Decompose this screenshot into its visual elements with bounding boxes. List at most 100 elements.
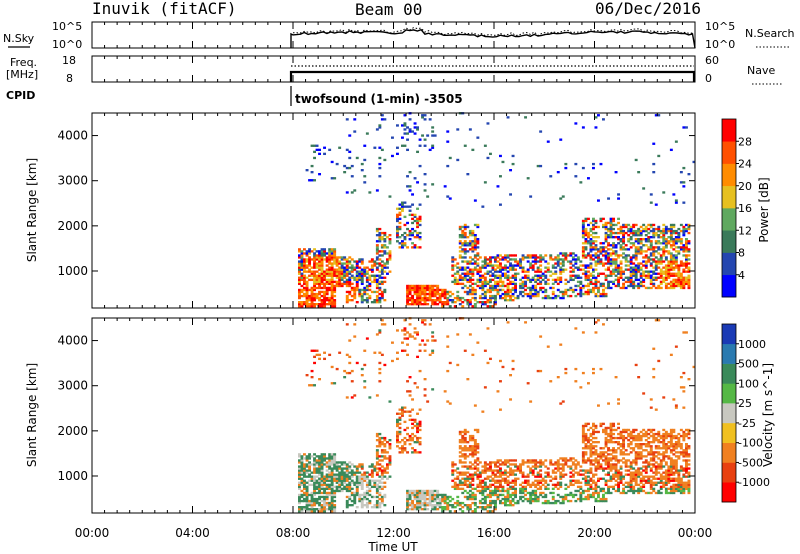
echo-cell bbox=[484, 467, 487, 469]
echo-cell bbox=[424, 189, 427, 191]
echo-cell bbox=[617, 472, 620, 474]
echo-cell bbox=[306, 490, 309, 492]
echo-cell bbox=[602, 242, 605, 244]
echo-cell bbox=[564, 488, 567, 490]
echo-cell bbox=[600, 242, 603, 244]
echo-cell bbox=[552, 492, 555, 494]
echo-cell bbox=[376, 234, 379, 236]
echo-cell bbox=[426, 134, 429, 136]
echo-cell bbox=[373, 301, 376, 303]
echo-cell bbox=[562, 291, 565, 293]
echo-cell bbox=[318, 291, 321, 293]
echo-cell bbox=[338, 467, 341, 469]
echo-cell bbox=[316, 303, 319, 305]
echo-cell bbox=[383, 494, 386, 496]
echo-cell bbox=[529, 256, 532, 258]
echo-cell bbox=[346, 297, 349, 299]
echo-cell bbox=[348, 496, 351, 498]
echo-cell bbox=[640, 486, 643, 488]
echo-cell bbox=[507, 459, 510, 461]
echo-cell bbox=[592, 242, 595, 244]
echo-cell bbox=[504, 498, 507, 500]
echo-cell bbox=[534, 465, 537, 467]
echo-cell bbox=[361, 502, 364, 504]
echo-cell bbox=[323, 283, 326, 285]
echo-cell bbox=[316, 472, 319, 474]
echo-cell bbox=[356, 467, 359, 469]
echo-cell bbox=[419, 224, 422, 226]
echo-cell bbox=[298, 459, 301, 461]
echo-cell bbox=[326, 463, 329, 465]
echo-cell bbox=[597, 496, 600, 498]
echo-cell bbox=[640, 283, 643, 285]
echo-cell bbox=[476, 447, 479, 449]
echo-cell bbox=[401, 413, 404, 415]
echo-cell bbox=[497, 490, 500, 492]
echo-cell bbox=[640, 230, 643, 232]
echo-cell bbox=[497, 256, 500, 258]
echo-cell bbox=[378, 494, 381, 496]
echo-cell bbox=[414, 435, 417, 437]
echo-cell bbox=[620, 262, 623, 264]
echo-cell bbox=[539, 277, 542, 279]
echo-cell bbox=[441, 293, 444, 295]
echo-cell bbox=[637, 474, 640, 476]
echo-cell bbox=[456, 478, 459, 480]
echo-cell bbox=[416, 208, 419, 210]
echo-cell bbox=[497, 289, 500, 291]
echo-cell bbox=[308, 467, 311, 469]
echo-cell bbox=[650, 476, 653, 478]
echo-cell bbox=[592, 459, 595, 461]
echo-cell bbox=[363, 496, 366, 498]
echo-cell bbox=[632, 486, 635, 488]
echo-cell bbox=[396, 226, 399, 228]
echo-cell bbox=[522, 488, 525, 490]
echo-cell bbox=[484, 490, 487, 492]
echo-cell bbox=[494, 463, 497, 465]
echo-cell bbox=[303, 269, 306, 271]
echo-cell bbox=[409, 502, 412, 504]
echo-cell bbox=[378, 504, 381, 506]
echo-cell bbox=[416, 356, 419, 358]
echo-cell bbox=[582, 429, 585, 431]
echo-cell bbox=[303, 484, 306, 486]
echo-cell bbox=[426, 287, 429, 289]
echo-cell bbox=[376, 275, 379, 277]
echo-cell bbox=[343, 258, 346, 260]
echo-cell bbox=[476, 273, 479, 275]
echo-cell bbox=[341, 463, 344, 465]
echo-cell bbox=[592, 271, 595, 273]
echo-cell bbox=[577, 480, 580, 482]
echo-cell bbox=[514, 277, 517, 279]
echo-cell bbox=[647, 246, 650, 248]
echo-cell bbox=[368, 285, 371, 287]
echo-cell bbox=[303, 480, 306, 482]
echo-cell bbox=[346, 472, 349, 474]
echo-cell bbox=[620, 459, 623, 461]
echo-cell bbox=[670, 283, 673, 285]
echo-cell bbox=[378, 258, 381, 260]
echo-cell bbox=[406, 287, 409, 289]
echo-cell bbox=[301, 279, 304, 281]
echo-cell bbox=[469, 128, 472, 130]
echo-cell bbox=[672, 230, 675, 232]
echo-cell bbox=[376, 189, 379, 191]
echo-cell bbox=[677, 240, 680, 242]
echo-cell bbox=[534, 461, 537, 463]
echo-cell bbox=[582, 459, 585, 461]
echo-cell bbox=[635, 445, 638, 447]
echo-cell bbox=[489, 287, 492, 289]
echo-cell bbox=[436, 299, 439, 301]
echo-cell bbox=[600, 220, 603, 222]
echo-cell bbox=[590, 453, 593, 455]
echo-cell bbox=[559, 478, 562, 480]
echo-cell bbox=[587, 382, 590, 384]
echo-cell bbox=[655, 472, 658, 474]
echo-cell bbox=[311, 165, 314, 167]
echo-cell bbox=[333, 455, 336, 457]
echo-cell bbox=[675, 264, 678, 266]
echo-cell bbox=[346, 295, 349, 297]
echo-cell bbox=[494, 504, 497, 506]
echo-cell bbox=[622, 279, 625, 281]
echo-cell bbox=[637, 240, 640, 242]
